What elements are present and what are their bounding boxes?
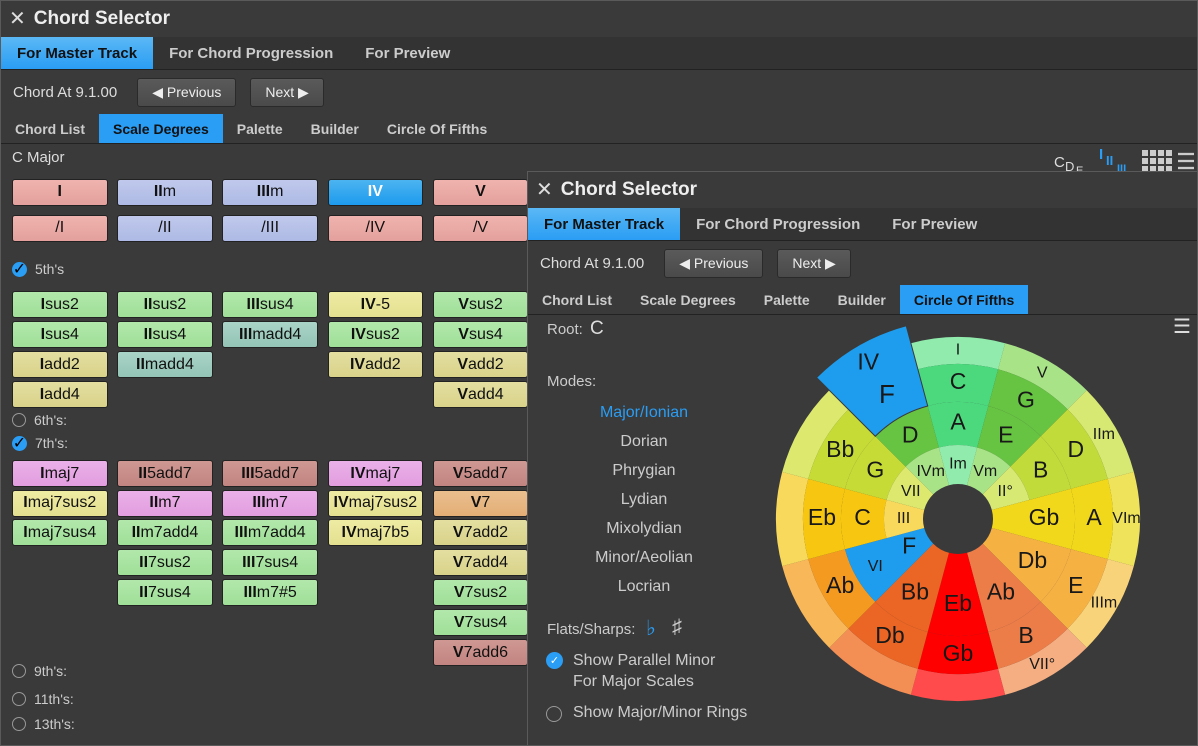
svg-text:C: C [949,368,966,394]
svg-text:Gb: Gb [1028,504,1059,530]
svg-text:VIm: VIm [1112,510,1140,527]
svg-text:Eb: Eb [807,504,835,530]
svg-text:IVm: IVm [916,463,944,480]
svg-text:III: III [896,510,909,527]
svg-text:II: II [1106,153,1113,168]
svg-text:Eb: Eb [943,590,971,616]
svg-text:G: G [1017,386,1035,412]
svg-text:Ab: Ab [986,578,1014,604]
svg-text:A: A [1086,504,1102,530]
svg-text:Ab: Ab [826,572,854,598]
svg-text:D: D [901,421,918,447]
svg-text:V: V [1036,364,1047,381]
svg-text:IIIm: IIIm [1090,594,1117,611]
svg-text:I: I [955,341,959,358]
svg-text:VII°: VII° [1029,656,1055,673]
svg-text:VII: VII [901,483,921,500]
svg-text:IIm: IIm [1092,426,1114,443]
svg-text:E: E [1068,572,1083,598]
svg-text:B: B [1018,621,1033,647]
svg-text:Vm: Vm [973,463,997,480]
svg-text:F: F [902,532,916,558]
svg-text:Bb: Bb [826,436,854,462]
svg-text:B: B [1033,456,1048,482]
svg-text:Db: Db [875,621,904,647]
svg-text:Gb: Gb [942,640,973,666]
svg-text:C: C [1054,154,1065,171]
svg-text:A: A [950,408,966,434]
svg-text:E: E [998,421,1013,447]
svg-text:Bb: Bb [900,578,928,604]
svg-text:F: F [879,378,895,408]
svg-text:I: I [1099,148,1103,163]
svg-text:C: C [854,504,871,530]
svg-text:Im: Im [949,455,967,472]
svg-text:IV: IV [857,348,879,374]
svg-text:VI: VI [867,558,882,575]
svg-text:Db: Db [1017,547,1046,573]
svg-text:D: D [1067,436,1084,462]
svg-text:G: G [866,456,884,482]
svg-text:II°: II° [997,483,1012,500]
